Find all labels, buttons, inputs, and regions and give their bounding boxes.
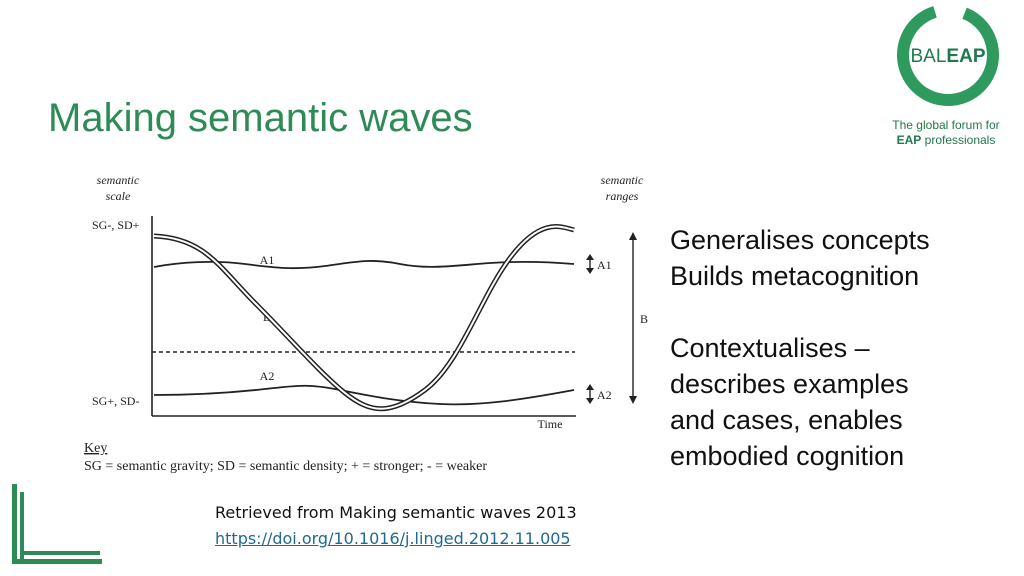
logo-name-bold: EAP [946, 46, 985, 67]
side-description: Generalises concepts Builds metacognitio… [670, 222, 1010, 474]
bottom-scale-label: SG+, SD- [92, 394, 139, 408]
key-text: SG = semantic gravity; SD = semantic den… [84, 459, 487, 474]
left-axis-title-2: scale [106, 189, 131, 203]
page-title: Making semantic waves [48, 96, 473, 140]
source-credit: Retrieved from Making semantic waves 201… [215, 500, 577, 552]
side-line-3: Contextualises – [670, 333, 870, 363]
side-line-4: describes examples [670, 369, 909, 399]
curve-b-inner [153, 225, 575, 410]
logo-name-light: BAL [911, 46, 947, 67]
top-scale-label: SG-, SD+ [92, 218, 140, 232]
axes [151, 216, 576, 417]
curve-a1 [153, 260, 575, 270]
semantic-waves-diagram: semantic scale semantic ranges SG-, SD+ … [84, 173, 648, 474]
range-a1-label: A1 [597, 258, 612, 272]
logo-tagline-bold: EAP [896, 133, 922, 147]
baleap-logo: BALEAP [897, 4, 999, 106]
svg-text:BALEAP: BALEAP [911, 46, 986, 67]
side-line-5: and cases, enables [670, 405, 903, 435]
logo-tagline-rest: professionals [921, 133, 996, 147]
logo-tagline-line1: The global forum for [892, 118, 1000, 132]
right-axis-title-2: ranges [606, 189, 639, 203]
curve-a1-label: A1 [260, 253, 275, 267]
logo-tagline: The global forum for EAP professionals [878, 118, 1014, 148]
curve-a2-label: A2 [260, 369, 275, 383]
right-axis-title-1: semantic [601, 173, 644, 187]
range-a2-label: A2 [597, 388, 612, 402]
doi-link[interactable]: https://doi.org/10.1016/j.linged.2012.11… [215, 529, 571, 548]
side-line-1: Generalises concepts [670, 225, 930, 255]
side-line-2: Builds metacognition [670, 261, 920, 291]
range-b-label: B [640, 312, 648, 326]
corner-bracket-decoration [12, 484, 102, 564]
x-axis-label: Time [538, 417, 563, 431]
curve-a2 [153, 384, 575, 406]
side-line-6: embodied cognition [670, 441, 905, 471]
range-arrows [586, 232, 637, 404]
key-title: Key [84, 441, 107, 456]
credit-text: Retrieved from Making semantic waves 201… [215, 503, 577, 522]
left-axis-title-1: semantic [97, 173, 140, 187]
curve-b-outer [153, 224, 575, 412]
